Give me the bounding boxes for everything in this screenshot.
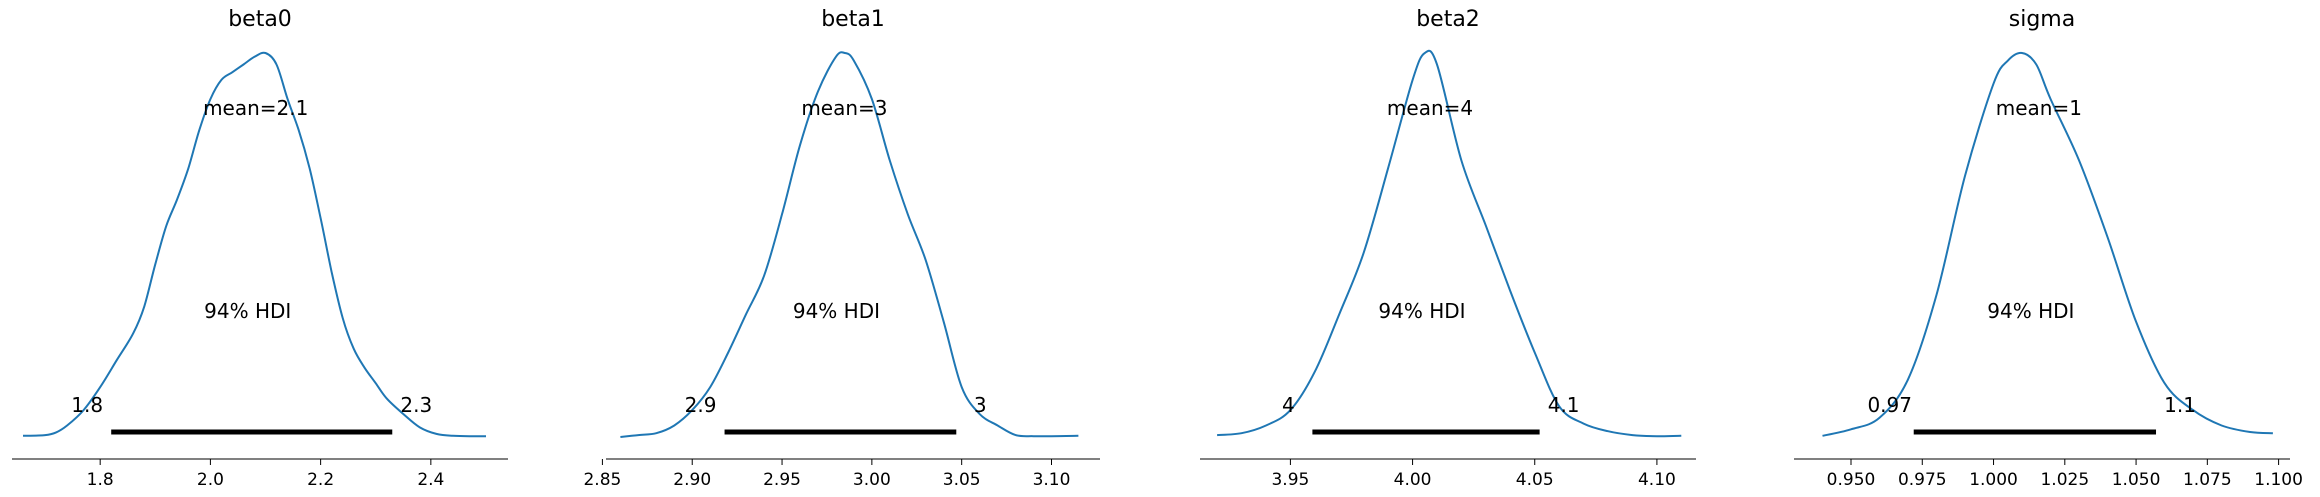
mean-label: mean=2.1 xyxy=(203,96,308,120)
hdi-high-label: 1.1 xyxy=(2164,393,2196,417)
hdi-low-label: 0.97 xyxy=(1867,393,1912,417)
x-tick-label: 2.4 xyxy=(417,470,444,490)
x-tick-label: 3.00 xyxy=(853,470,891,490)
x-tick-label: 1.100 xyxy=(2254,470,2303,490)
x-tick-label: 1.000 xyxy=(1969,470,2018,490)
x-tick-label: 2.90 xyxy=(673,470,711,490)
panel-title: beta0 xyxy=(228,7,292,32)
x-tick-label: 4.00 xyxy=(1394,470,1432,490)
x-tick-label: 1.025 xyxy=(2040,470,2089,490)
hdi-label: 94% HDI xyxy=(793,299,880,323)
x-tick-label: 3.95 xyxy=(1271,470,1309,490)
panel-sigma: sigma 0.950 0.975 1.000 1.025 1.050 1.075 1.100… xyxy=(1794,7,2303,490)
x-tick-label: 4.10 xyxy=(1638,470,1676,490)
hdi-low-label: 2.9 xyxy=(685,393,717,417)
panel-title: sigma xyxy=(2009,7,2075,32)
mean-label: mean=1 xyxy=(1996,96,2082,120)
hdi-low-label: 1.8 xyxy=(71,393,103,417)
x-tick-label: 3.05 xyxy=(943,470,981,490)
x-tick-label: 1.075 xyxy=(2183,470,2232,490)
hdi-high-label: 3 xyxy=(974,393,987,417)
x-tick-label: 2.2 xyxy=(307,470,334,490)
mean-label: mean=4 xyxy=(1387,96,1473,120)
density-curve xyxy=(1217,49,1682,438)
panel-title: beta2 xyxy=(1416,7,1480,32)
density-curve xyxy=(1822,51,2273,437)
hdi-high-label: 4.1 xyxy=(1548,393,1580,417)
panel-beta1: beta1 2.85 2.90 2.95 3.00 3.05 3.10 mean=3 94% H… xyxy=(583,7,1100,490)
x-tick-label: 2.95 xyxy=(763,470,801,490)
density-curve xyxy=(22,51,487,438)
hdi-low-label: 4 xyxy=(1282,393,1295,417)
x-tick-label: 3.10 xyxy=(1033,470,1071,490)
panel-beta2: beta2 3.95 4.00 4.05 4.10 mean=4 94% HDI 4 4.1 xyxy=(1200,7,1696,490)
x-tick-label: 0.950 xyxy=(1827,470,1876,490)
density-curve xyxy=(620,51,1079,438)
hdi-label: 94% HDI xyxy=(1378,299,1465,323)
x-tick-label: 0.975 xyxy=(1898,470,1947,490)
x-tick-label: 2.0 xyxy=(197,470,224,490)
hdi-high-label: 2.3 xyxy=(400,393,432,417)
hdi-label: 94% HDI xyxy=(204,299,291,323)
panel-title: beta1 xyxy=(821,7,885,32)
mean-label: mean=3 xyxy=(801,96,887,120)
x-tick-label: 1.050 xyxy=(2112,470,2161,490)
panel-beta0: beta0 1.8 2.0 2.2 2.4 mean=2.1 94% HDI 1.8 2.3 xyxy=(12,7,508,490)
x-tick-label: 1.8 xyxy=(87,470,114,490)
x-tick-label: 2.85 xyxy=(583,470,621,490)
hdi-label: 94% HDI xyxy=(1987,299,2074,323)
x-tick-label: 4.05 xyxy=(1516,470,1554,490)
